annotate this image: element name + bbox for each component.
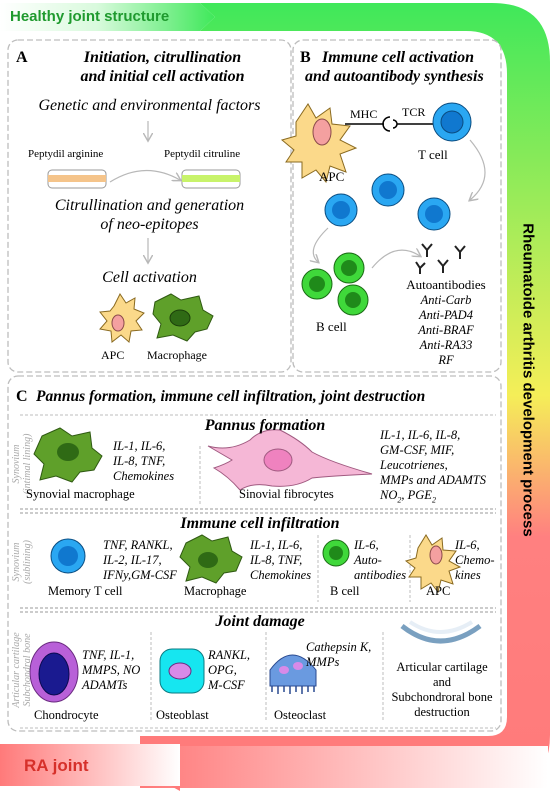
b-cell-group	[301, 252, 369, 316]
apc-cell-icon	[99, 293, 145, 343]
autoantibodies-label: Autoantibodies	[406, 277, 486, 292]
citruline-label: Peptydil citruline	[164, 148, 241, 160]
apc-cell-icon	[280, 103, 358, 184]
apc-label: APC	[426, 584, 451, 598]
synovial-macrophage-cytokines: IL-1, IL-6, IL-8, TNF, Chemokines	[113, 439, 175, 483]
antibody-item: Anti-PAD4	[419, 308, 473, 322]
b-cell-label: B cell	[316, 319, 347, 334]
memory-t-label: Memory T cell	[48, 584, 123, 598]
fibrocyte-cytokines: IL-1, IL-6, IL-8, GM-CSF, MIF, Leucotriene…	[380, 428, 487, 505]
citrullination-label: of neo-epitopes	[100, 216, 199, 233]
osteoclast-cytokines: Cathepsin K, MMPs	[306, 640, 372, 669]
citrullination-arrow	[109, 169, 180, 183]
panel-a-letter: A	[16, 49, 28, 66]
synovial-macrophage-label: Synovial macrophage	[26, 487, 135, 501]
synovial-macrophage-icon	[33, 427, 103, 483]
citruline-band	[182, 175, 240, 182]
fibrocytes-label: Sinovial fibrocytes	[239, 487, 334, 501]
osteoblast-label: Osteoblast	[156, 708, 209, 722]
panel-a-title: and initial cell activation	[80, 68, 245, 85]
antibody-icons	[415, 243, 466, 274]
panel-a-title: Initiation, citrullination	[83, 49, 242, 66]
macrophage-label: Macrophage	[184, 584, 247, 598]
infiltration-title: Immune cell infiltration	[180, 515, 340, 532]
arginine-band	[48, 175, 106, 182]
process-side-label: Rheumatoide arthritis development proces…	[519, 223, 537, 537]
pannus-title: Pannus formation	[204, 417, 326, 434]
arginine-label: Peptydil arginine	[28, 148, 104, 160]
macrophage-label: Macrophage	[147, 348, 207, 362]
process-arrow	[0, 3, 550, 791]
panel-a-frame	[7, 39, 292, 373]
apc-cytokines: IL-6, Chemo-kines	[455, 538, 495, 582]
osteoclast-icon	[269, 654, 317, 694]
panel-c-title: Pannus formation, immune cell infiltrati…	[36, 388, 426, 405]
panel-b-title: and autoantibody synthesis	[305, 68, 484, 85]
osteoclast-label: Osteoclast	[274, 708, 327, 722]
ra-banner-label: RA joint	[24, 756, 89, 775]
factors-label: Genetic and environmental factors	[38, 97, 261, 114]
pannus-side-label: Synovium (intimal lining)	[11, 433, 33, 495]
citrullination-label: Citrullination and generation	[54, 197, 245, 214]
bottom-banner-fade	[145, 746, 548, 788]
memory-t-cytokines: TNF, RANKL, IL-2, IL-17, IFNy,GM-CSF	[103, 538, 177, 582]
t-cell-icon	[432, 102, 472, 142]
antibody-item: Anti-BRAF	[418, 323, 474, 337]
activation-arrow	[470, 139, 486, 200]
b-cell-label: B cell	[330, 584, 360, 598]
memory-t-cell-icon	[50, 538, 86, 574]
apc-label: APC	[319, 169, 345, 184]
antibody-item: Anti-Carb	[420, 293, 472, 307]
secretion-arrow	[371, 250, 420, 269]
chondrocyte-icon	[29, 641, 79, 703]
macrophage-icon	[152, 293, 214, 342]
panel-b-title: Immune cell activation	[322, 49, 474, 66]
mhc-label: MHC	[350, 107, 378, 121]
b-cell-cytokines: IL-6, Auto-antibodies	[354, 538, 407, 582]
osteoblast-icon	[159, 648, 205, 694]
fibrocyte-icon	[207, 429, 373, 491]
bottom-banner	[0, 744, 180, 786]
activation-label: Cell activation	[102, 269, 197, 286]
side-process-band	[140, 3, 550, 788]
osteoblast-cytokines: RANKL, OPG, M-CSF	[208, 648, 251, 692]
apc-label: APC	[101, 348, 125, 362]
chondrocyte-label: Chondrocyte	[34, 708, 99, 722]
receptor-shape	[382, 116, 391, 132]
destruction-label: Articular cartilage and Subchondroral bone…	[391, 660, 493, 719]
t-cell-group	[324, 173, 451, 231]
macrophage-cytokines: IL-1, IL-6, IL-8, TNF, Chemokines	[250, 538, 312, 582]
antibody-item: Anti-RA33	[419, 338, 473, 352]
apc-cell-icon	[404, 534, 462, 594]
healthy-banner-label: Healthy joint structure	[10, 8, 170, 25]
damage-title: Joint damage	[215, 613, 305, 630]
b-cell-icon	[322, 539, 350, 567]
panel-c-frame	[7, 375, 502, 732]
joint-icon	[400, 620, 482, 644]
damage-side-label: Articular cartilage Subchondral bone	[11, 632, 33, 708]
panel-b-letter: B	[300, 49, 311, 66]
infiltration-side-label: Synovium (sublining)	[11, 540, 33, 584]
chondrocyte-cytokines: TNF, IL-1, MMPS, NO ADAMTs	[82, 648, 141, 692]
antibody-item: RF	[438, 353, 454, 367]
t-cell-label: T cell	[418, 147, 448, 162]
tcr-label: TCR	[402, 105, 426, 119]
macrophage-icon	[179, 534, 243, 584]
activation-arrow	[313, 227, 329, 262]
panel-c-letter: C	[16, 388, 28, 405]
top-banner-arrow	[0, 3, 215, 31]
